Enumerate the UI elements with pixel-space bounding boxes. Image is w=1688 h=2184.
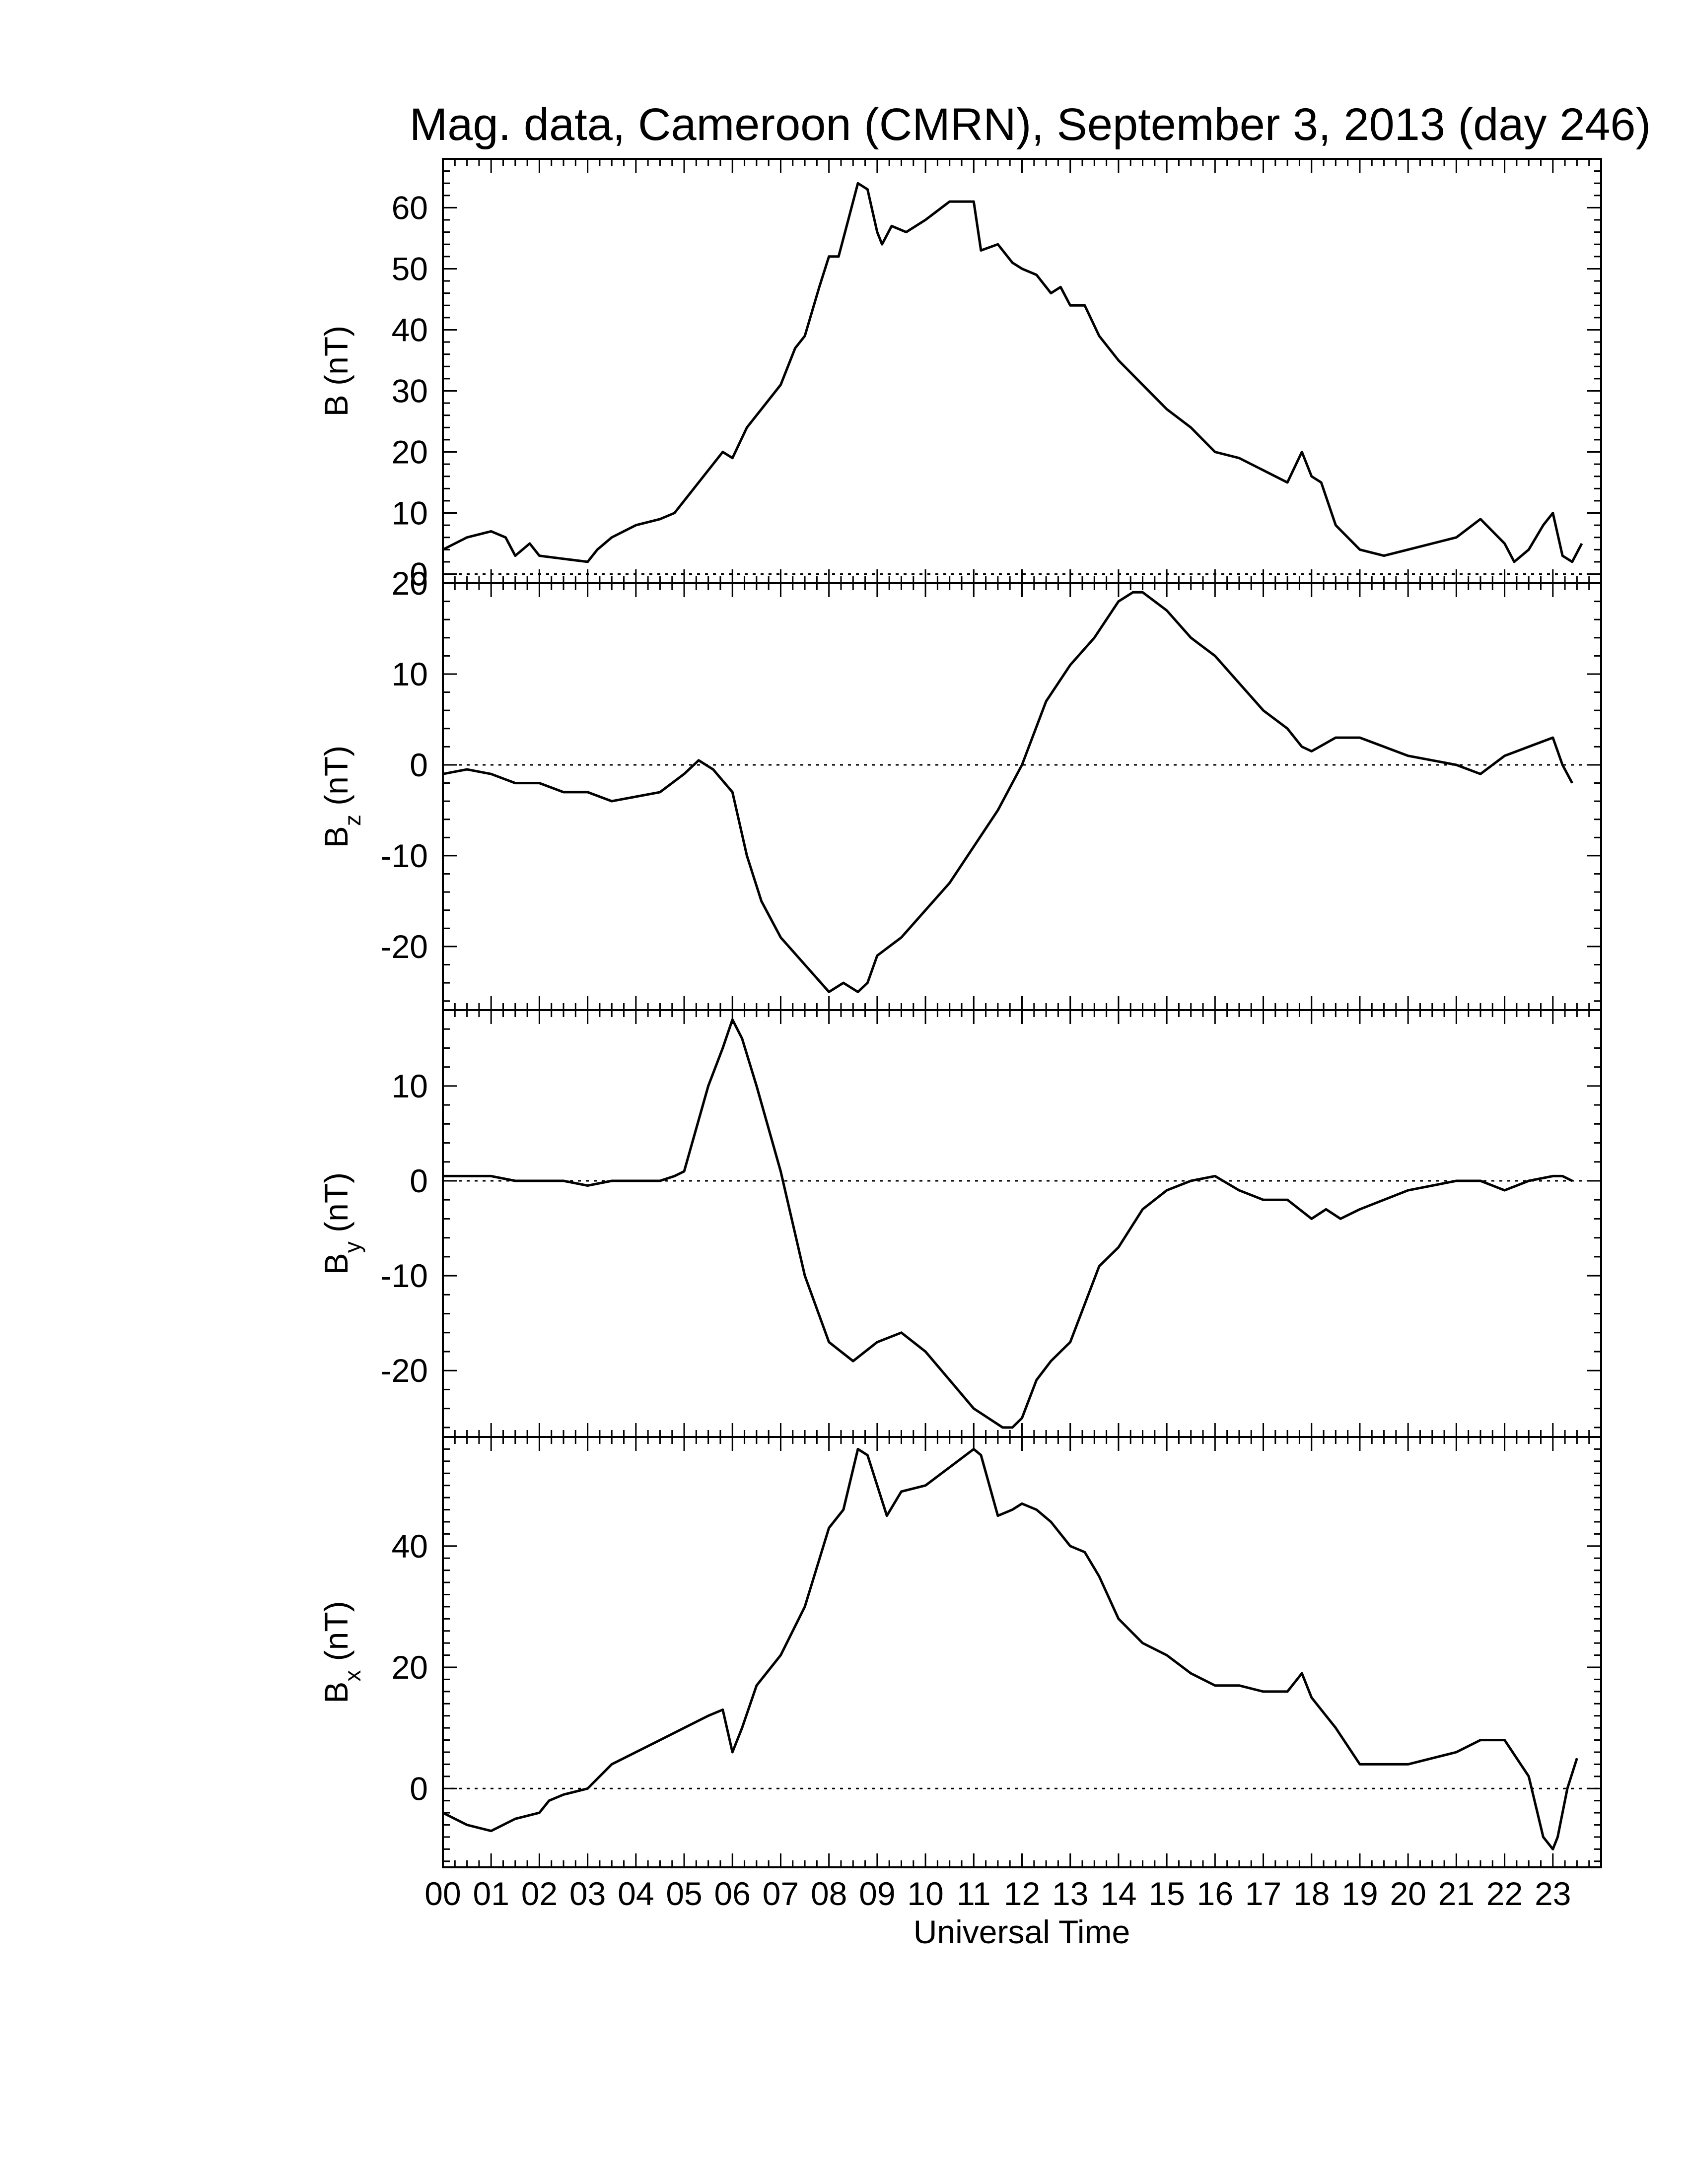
y-tick-label: 0: [410, 1770, 428, 1807]
x-tick-label: 19: [1341, 1875, 1378, 1912]
y-tick-label: 40: [392, 1528, 428, 1565]
y-axis-title-unit: (nT): [318, 1172, 354, 1241]
y-tick-label: 0: [410, 1162, 428, 1199]
x-tick-label: 04: [618, 1875, 654, 1912]
y-axis-title: B (nT): [318, 326, 354, 416]
y-tick-label: 0: [410, 556, 428, 593]
series-line: [442, 1447, 1578, 1850]
x-tick-label: 16: [1197, 1875, 1233, 1912]
y-axis-title-main: B: [318, 1253, 354, 1275]
y-axis-title-main: B: [318, 826, 354, 848]
panel-4: 0 20 40 Bx (nT): [318, 1436, 1602, 1868]
y-axis-title-unit: (nT): [318, 746, 354, 815]
y-tick-label: -10: [381, 1257, 428, 1294]
y-axis-title: By (nT): [318, 1172, 365, 1275]
y-tick-label: 10: [392, 1068, 428, 1104]
y-axis-title: Bz (nT): [318, 746, 365, 848]
y-axis-title-sub: z: [340, 815, 365, 826]
x-tick-label: 07: [763, 1875, 799, 1912]
y-axis-title: Bx (nT): [318, 1601, 365, 1703]
y-tick-label: -20: [381, 928, 428, 965]
panel-1: 0 10 20 30 40 50 60 B (nT): [318, 158, 1602, 593]
panel-frame: [442, 582, 1602, 1011]
x-tick-label: 01: [473, 1875, 509, 1912]
x-tick-label: 14: [1100, 1875, 1136, 1912]
y-axis-title-sub: y: [340, 1241, 365, 1253]
panel-frame: [442, 1436, 1602, 1868]
y-tick-label: 30: [392, 372, 428, 409]
x-tick-label: 18: [1293, 1875, 1330, 1912]
panel-2: -20 -10 0 10 20 Bz (nT): [318, 565, 1602, 1011]
x-tick-label: 06: [714, 1875, 751, 1912]
x-tick-label: 17: [1245, 1875, 1281, 1912]
x-tick-label: 11: [957, 1875, 991, 1912]
x-tick-label: 21: [1438, 1875, 1475, 1912]
x-tick-label: 09: [859, 1875, 895, 1912]
y-tick-label: 50: [392, 250, 428, 287]
chart-title: Mag. data, Cameroon (CMRN), September 3,…: [410, 99, 1651, 150]
series-line: [442, 591, 1573, 993]
y-tick-label: 60: [392, 189, 428, 226]
y-tick-label: 20: [392, 565, 428, 602]
y-axis-title-sub: x: [340, 1670, 365, 1682]
y-axis-title-main: B: [318, 395, 354, 416]
panel-frame: [442, 1009, 1602, 1438]
y-tick-label: -10: [381, 837, 428, 874]
panel-3: -20 -10 0 10 By (nT): [318, 1009, 1602, 1438]
x-tick-label: 22: [1486, 1875, 1523, 1912]
y-tick-label: -20: [381, 1352, 428, 1389]
y-axis-title-unit: (nT): [318, 1601, 354, 1670]
x-tick-label: 13: [1052, 1875, 1088, 1912]
y-tick-label: 0: [410, 747, 428, 783]
x-tick-label: 05: [666, 1875, 702, 1912]
x-tick-label: 12: [1004, 1875, 1040, 1912]
y-axis-title-unit: (nT): [318, 326, 354, 395]
x-axis-title: Universal Time: [914, 1913, 1130, 1950]
y-tick-label: 40: [392, 311, 428, 348]
x-tick-label: 03: [569, 1875, 606, 1912]
x-tick-label: 23: [1535, 1875, 1571, 1912]
y-axis-title-main: B: [318, 1682, 354, 1704]
x-tick-label: 00: [424, 1875, 461, 1912]
y-tick-label: 20: [392, 1649, 428, 1686]
x-tick-label: 10: [907, 1875, 943, 1912]
panel-frame: [442, 158, 1602, 584]
x-tick-label: 02: [521, 1875, 558, 1912]
y-tick-label: 20: [392, 434, 428, 471]
series-line: [443, 1018, 1573, 1429]
x-tick-label: 08: [811, 1875, 847, 1912]
series-line: [442, 182, 1583, 563]
x-axis: 00 01 02 03 04 05 06 07 08 09 10 11 12 13 14 15 16 17 18 19…: [424, 1875, 1571, 1912]
y-tick-label: 10: [392, 495, 428, 532]
x-tick-label: 20: [1390, 1875, 1426, 1912]
x-tick-label: 15: [1148, 1875, 1185, 1912]
y-tick-label: 10: [392, 656, 428, 692]
